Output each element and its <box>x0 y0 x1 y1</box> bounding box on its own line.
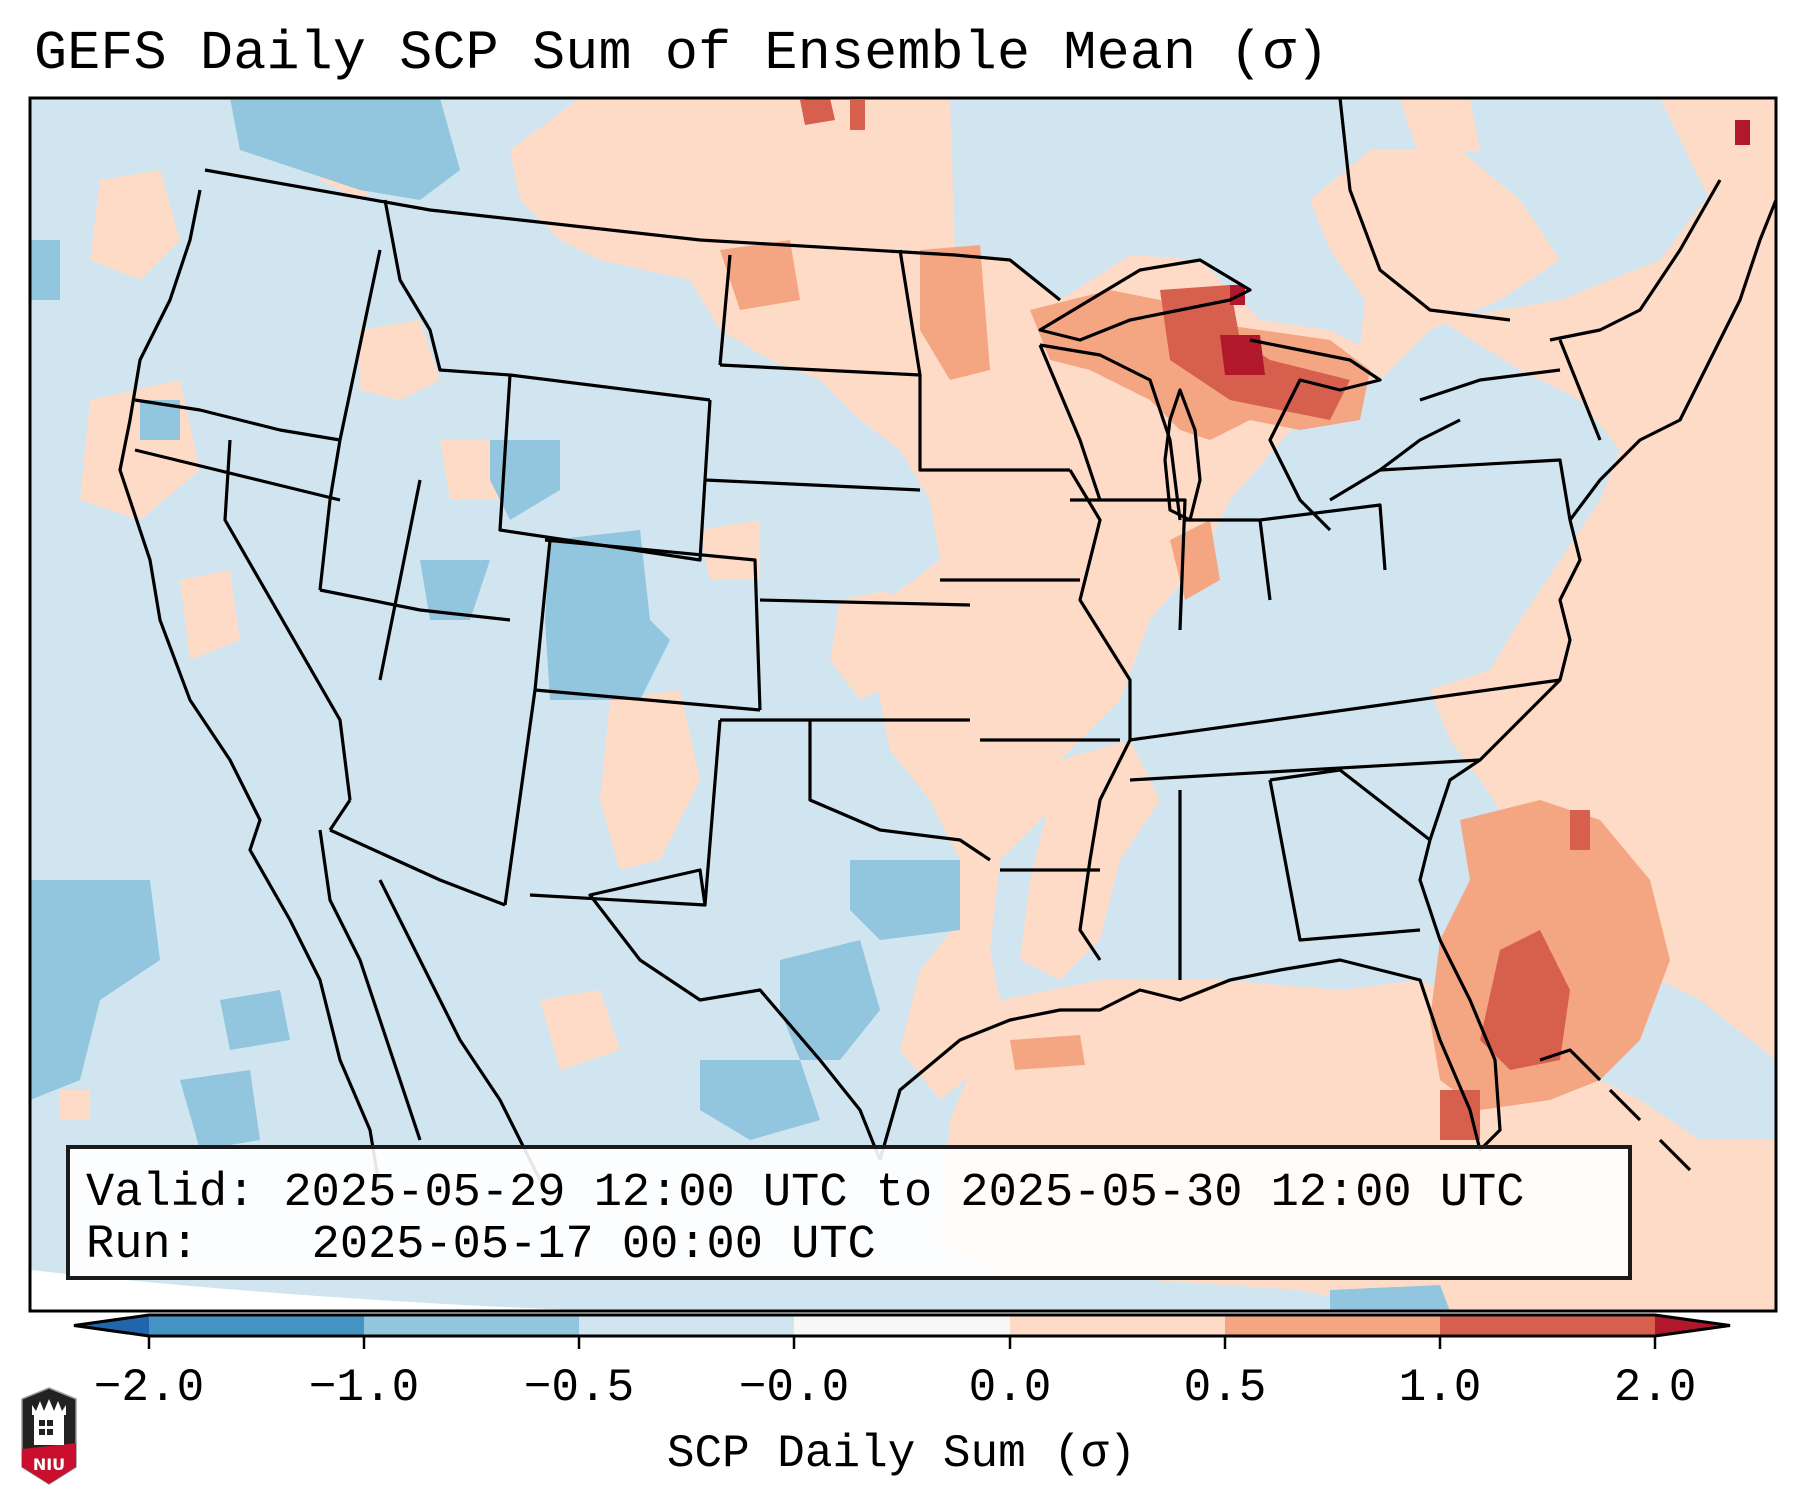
colorbar-tick-label: 2.0 <box>1613 1362 1697 1414</box>
sd-ne-border <box>704 478 921 492</box>
nd-sd-border <box>719 363 921 377</box>
colorbar-bin <box>1225 1315 1440 1336</box>
mexico-west-coast <box>378 879 542 1181</box>
figure-title: GEFS Daily SCP Sum of Ensemble Mean (σ) <box>34 22 1330 85</box>
run-value: 2025-05-17 00:00 UTC <box>311 1219 876 1272</box>
colorbar-bin <box>1010 1315 1225 1336</box>
colorbar-bin <box>579 1315 794 1336</box>
canada-us-border <box>204 168 1061 302</box>
mt-wy-border <box>509 373 711 402</box>
az-nm-border <box>503 689 537 906</box>
colorbar-bin <box>1440 1315 1655 1336</box>
colorbar-tick-label: 0.0 <box>968 1362 1052 1414</box>
bahamas <box>1539 1048 1692 1172</box>
colorbar-tick-label: −0.5 <box>523 1362 635 1414</box>
nv-east-border <box>378 479 422 681</box>
wa-id-border <box>338 249 382 441</box>
niu-logo-icon: NIU <box>21 1387 77 1485</box>
wa-or-border <box>134 398 341 442</box>
ne-ks-border <box>759 598 971 607</box>
outside-domain-bottom-left <box>30 1270 600 1311</box>
colorbar <box>73 1313 1731 1349</box>
lake-erie-ontario <box>1329 368 1561 502</box>
colorbar-tick-label: −2.0 <box>93 1362 205 1414</box>
colorbar-extend-high <box>1655 1315 1730 1336</box>
ca-nv-border <box>223 439 352 801</box>
colorbar-tick-label: −0.0 <box>738 1362 850 1414</box>
new-england <box>1549 179 1722 441</box>
cool-field-mid <box>30 98 1450 1311</box>
southeast-states <box>1129 678 1561 980</box>
ok-tx-border <box>808 720 991 862</box>
warm-field-extreme <box>1220 120 1750 375</box>
colorbar-bin <box>364 1315 579 1336</box>
map-outlines <box>118 98 1776 1191</box>
tx-border <box>588 868 882 1161</box>
logo-text: NIU <box>33 1455 65 1474</box>
colorbar-bin <box>149 1315 364 1336</box>
mn-border <box>898 249 1070 472</box>
id-mt-border <box>383 199 511 377</box>
run-line: Run: 2025-05-17 00:00 UTC <box>86 1219 876 1272</box>
ca-az-border <box>328 799 352 831</box>
valid-label: Valid: <box>86 1167 256 1220</box>
co-border <box>544 538 762 711</box>
colorbar-bin <box>794 1315 1010 1336</box>
midwest-states <box>1070 458 1572 631</box>
colorbar-tick-label: −1.0 <box>308 1362 420 1414</box>
baja-gulf-coast <box>318 829 422 1141</box>
colorbar-tick-label: 1.0 <box>1398 1362 1482 1414</box>
nd-mt-border <box>718 254 732 366</box>
or-ca-border <box>134 448 341 502</box>
ontario-quebec-border <box>1338 98 1511 322</box>
id-nv-ut-border <box>319 588 511 622</box>
or-id-border <box>318 439 342 591</box>
run-label: Run: <box>86 1219 199 1272</box>
map-field <box>30 98 1776 1311</box>
lake-huron-michigan-shore <box>1249 338 1382 532</box>
colorbar-extend-low <box>74 1315 149 1336</box>
colorbar-label: SCP Daily Sum (σ) <box>666 1428 1137 1480</box>
warm-field-high <box>800 98 1590 1140</box>
wisconsin <box>1038 343 1182 521</box>
lake-michigan <box>1163 388 1202 522</box>
gulf-coast <box>878 839 1502 1161</box>
az-south-border <box>329 828 506 907</box>
lake-superior <box>1038 258 1252 342</box>
pacific-coastline <box>118 189 382 1191</box>
valid-line: Valid: 2025-05-29 12:00 UTC to 2025-05-3… <box>86 1167 1524 1220</box>
colorbar-tick-label: 0.5 <box>1183 1362 1267 1414</box>
valid-value: 2025-05-29 12:00 UTC to 2025-05-30 12:00… <box>283 1167 1525 1220</box>
map-frame <box>28 96 1778 1313</box>
info-box: Valid: 2025-05-29 12:00 UTC to 2025-05-3… <box>66 1145 1632 1280</box>
